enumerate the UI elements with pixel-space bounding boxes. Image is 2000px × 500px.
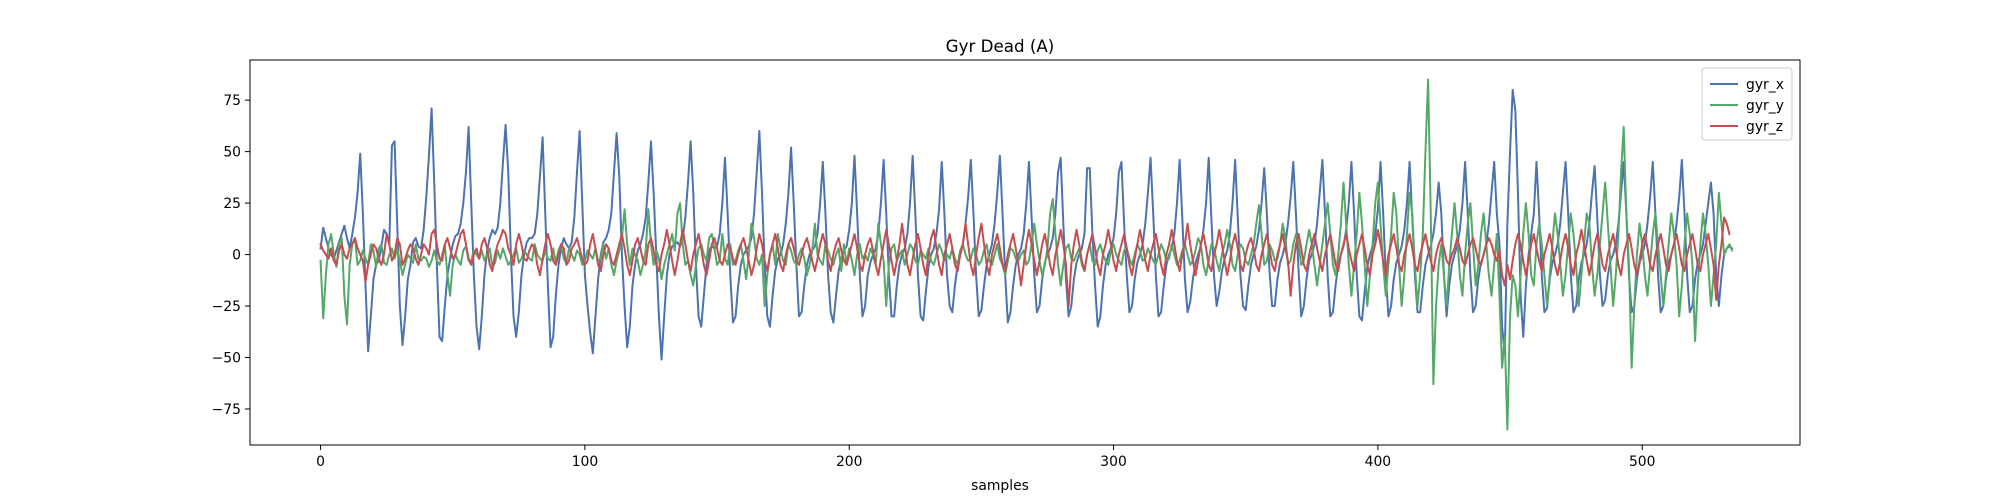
- x-tick-label: 500: [1629, 454, 1656, 470]
- x-axis-label: samples: [971, 478, 1029, 494]
- x-tick-label: 300: [1100, 454, 1127, 470]
- legend-label-gyr-z: gyr_z: [1746, 119, 1783, 135]
- chart-title: Gyr Dead (A): [946, 36, 1055, 56]
- x-tick-label: 0: [316, 454, 325, 470]
- series-line-gyr-z: [319, 216, 1731, 308]
- series-line-gyr-x: [319, 88, 1734, 361]
- y-tick-label: −50: [212, 351, 241, 367]
- legend-label-gyr-y: gyr_y: [1746, 98, 1784, 114]
- y-tick-label: 75: [223, 93, 241, 109]
- plot-area: 0 100 200 300 400 500 −75 −50 −25 0 25 50 75: [212, 59, 1801, 470]
- y-tick-label: 0: [232, 248, 241, 264]
- y-tick-label: 25: [223, 196, 241, 212]
- y-tick-label: −25: [212, 299, 241, 315]
- x-tick-label: 200: [836, 454, 863, 470]
- x-tick-label: 100: [572, 454, 599, 470]
- legend-box: [1701, 67, 1793, 141]
- y-tick-label: 50: [223, 145, 241, 161]
- legend-label-gyr-x: gyr_x: [1746, 77, 1784, 93]
- x-tick-label: 400: [1365, 454, 1392, 470]
- series-lines: [319, 78, 1734, 431]
- y-tick-label: −75: [212, 402, 241, 418]
- legend: gyr_x gyr_y gyr_z: [1701, 67, 1793, 141]
- axes-frame: [249, 59, 1801, 446]
